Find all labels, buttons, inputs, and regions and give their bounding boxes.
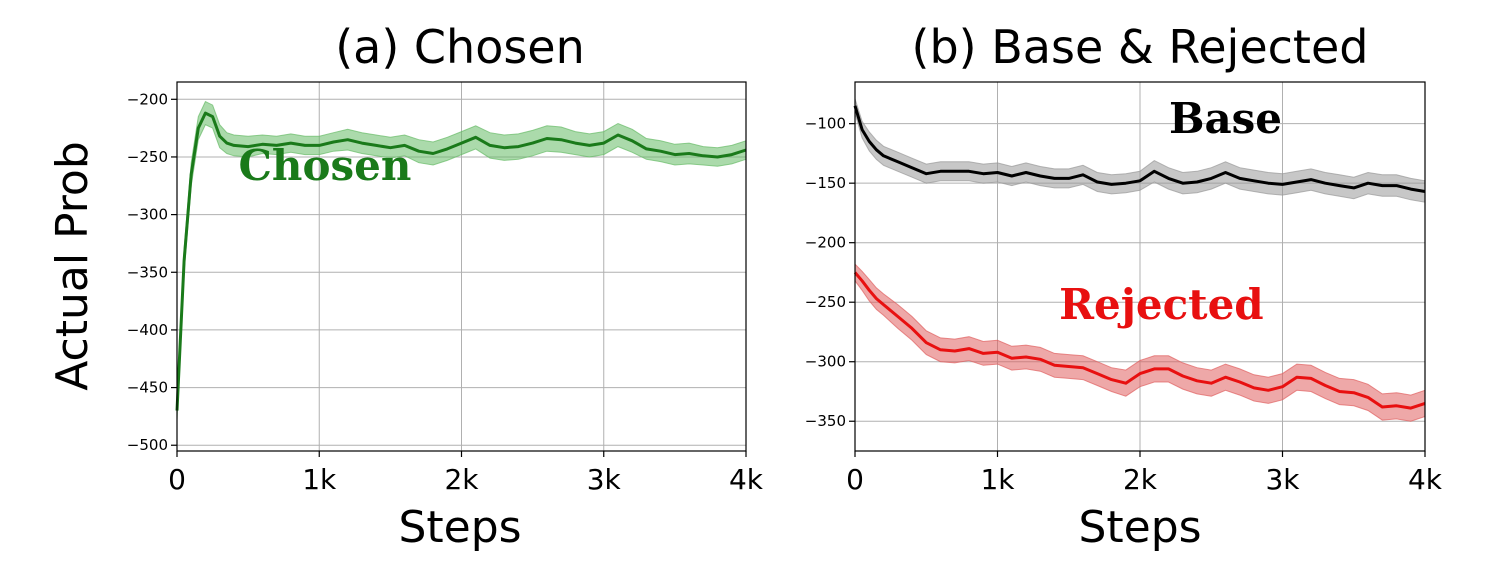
- y-ticks-chosen: −500 −450 −400 −350 −300 −250 −200: [127, 90, 177, 454]
- series-labels-chosen: Chosen: [238, 141, 411, 190]
- x-tick-label: 1k: [980, 463, 1015, 496]
- series-label-rejected: Rejected: [1059, 280, 1264, 329]
- x-tick-label: 4k: [1408, 463, 1443, 496]
- y-tick-label: −400: [127, 321, 168, 339]
- panel-chosen: (a) Chosen −500−450−400−350−300−250−200 …: [47, 20, 764, 553]
- y-tick-label: −450: [127, 379, 168, 397]
- y-tick-label: −250: [127, 148, 168, 166]
- x-tick-label: 3k: [1265, 463, 1300, 496]
- y-tick-label: −350: [805, 412, 846, 430]
- x-tick-label: 0: [846, 463, 864, 496]
- x-tick-label: 1k: [302, 463, 337, 496]
- series-line-rejected: [853, 271, 1426, 410]
- x-axis-label-base-rejected: Steps: [1078, 502, 1201, 553]
- y-tick-label: −350: [127, 263, 168, 281]
- x-tick-label: 2k: [1123, 463, 1158, 496]
- x-tick-label: 3k: [587, 463, 622, 496]
- y-tick-label: −500: [127, 436, 168, 454]
- y-tick-label: −200: [805, 234, 846, 252]
- x-ticks-chosen: 0 1k 2k 3k 4k: [168, 451, 764, 496]
- panel-base-rejected: (b) Base & Rejected −350 −300 −250 −200 −150…: [805, 20, 1443, 553]
- lines-base-rejected: [853, 105, 1426, 410]
- series-line-base: [853, 105, 1426, 193]
- y-tick-label: −300: [127, 206, 168, 224]
- y-tick-label: −150: [805, 174, 846, 192]
- series-label-base: Base: [1169, 94, 1282, 143]
- y-tick-label: −200: [127, 90, 168, 108]
- panel-title-chosen: (a) Chosen: [335, 20, 585, 74]
- y-tick-label: −100: [805, 115, 846, 133]
- x-tick-label: 4k: [729, 463, 764, 496]
- x-axis-label-chosen: Steps: [398, 502, 521, 553]
- y-tick-label: −250: [805, 293, 846, 311]
- series-labels-base-rejected: Base Rejected: [1059, 94, 1282, 329]
- series-label-chosen: Chosen: [238, 141, 411, 190]
- panel-title-base-rejected: (b) Base & Rejected: [912, 20, 1369, 74]
- lines-chosen: [175, 111, 747, 411]
- y-ticks-base-rejected: −350 −300 −250 −200 −150 −100: [805, 115, 855, 430]
- y-tick-label: −300: [805, 353, 846, 371]
- x-tick-label: 0: [168, 463, 186, 496]
- x-tick-label: 2k: [444, 463, 479, 496]
- y-axis-label: Actual Prob: [47, 141, 98, 391]
- x-ticks-base-rejected: 0 1k 2k 3k 4k: [846, 451, 1443, 496]
- series-line-chosen: [175, 111, 747, 411]
